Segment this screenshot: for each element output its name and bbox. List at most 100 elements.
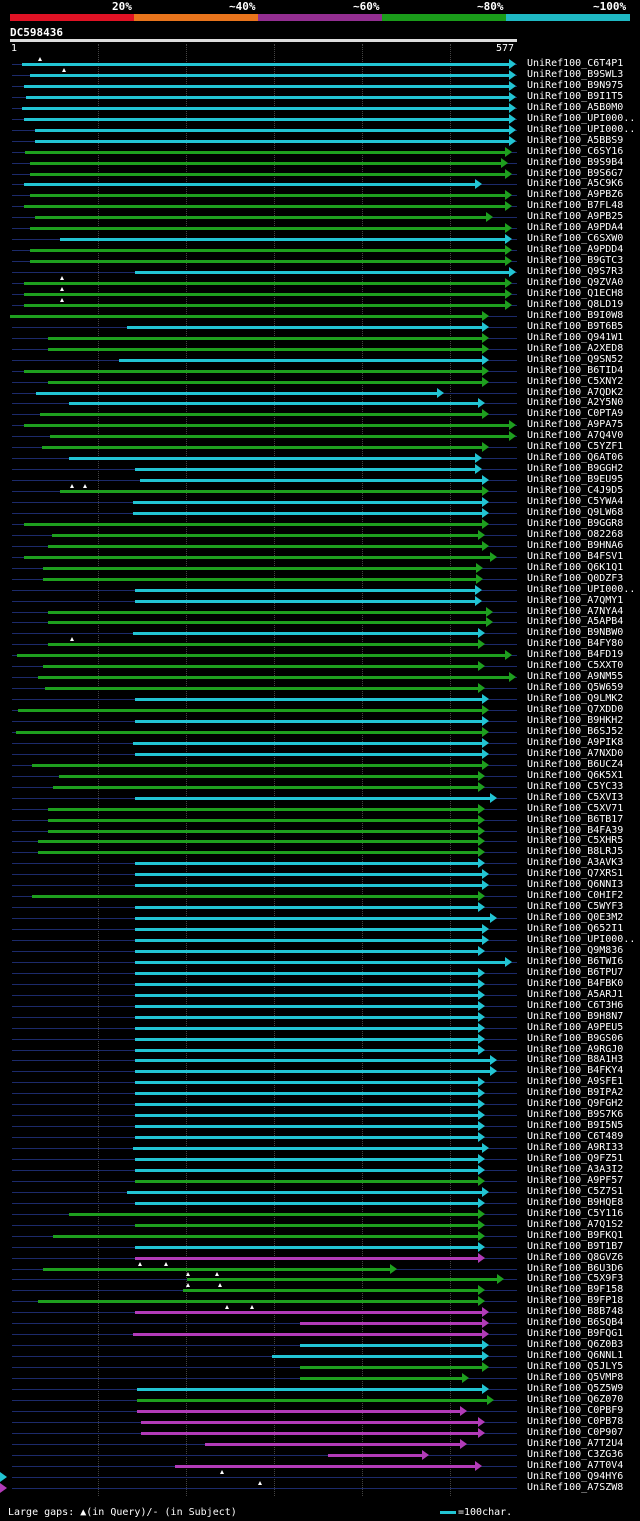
hit-label[interactable]: UniRef100_Q6Z070 <box>527 1394 624 1405</box>
hit-label[interactable]: UniRef100_Q8GVZ6 <box>527 1252 624 1263</box>
hit-label[interactable]: UniRef100_A9RGJ0 <box>527 1044 624 1055</box>
hit-label[interactable]: UniRef100_C5XXT0 <box>527 660 624 671</box>
hit-label[interactable]: UniRef100_A7Q4V0 <box>527 430 624 441</box>
hit-label[interactable]: UniRef100_Q6K1Q1 <box>527 562 624 573</box>
hit-label[interactable]: UniRef100_A9RI33 <box>527 1142 624 1153</box>
hit-bar[interactable] <box>48 337 482 340</box>
hit-label[interactable]: UniRef100_Q9LW68 <box>527 507 624 518</box>
hit-label[interactable]: UniRef100_Q0E3M2 <box>527 912 624 923</box>
hit-label[interactable]: UniRef100_B9T6B5 <box>527 321 624 332</box>
hit-bar[interactable] <box>135 600 475 603</box>
hit-label[interactable]: UniRef100_A7T2U4 <box>527 1438 624 1449</box>
hit-label[interactable]: UniRef100_Q9LMK2 <box>527 693 624 704</box>
hit-label[interactable]: UniRef100_Q6NNI3 <box>527 879 624 890</box>
hit-bar[interactable] <box>26 96 509 99</box>
hit-label[interactable]: UniRef100_A9PDA4 <box>527 222 624 233</box>
hit-bar[interactable] <box>119 359 482 362</box>
hit-label[interactable]: UniRef100_Q9S7R3 <box>527 266 624 277</box>
hit-label[interactable]: UniRef100_A9PA75 <box>527 419 624 430</box>
hit-label[interactable]: UniRef100_C5YC33 <box>527 781 624 792</box>
hit-label[interactable]: UniRef100_Q1ECH8 <box>527 288 624 299</box>
hit-label[interactable]: UniRef100_Q9ZVA0 <box>527 277 624 288</box>
hit-bar[interactable] <box>135 961 505 964</box>
hit-label[interactable]: UniRef100_B9GTC3 <box>527 255 624 266</box>
hit-bar[interactable] <box>300 1322 482 1325</box>
hit-bar[interactable] <box>135 1311 482 1314</box>
hit-bar[interactable] <box>48 611 486 614</box>
hit-bar[interactable] <box>135 1092 478 1095</box>
hit-label[interactable]: UniRef100_B9I5N5 <box>527 1120 624 1131</box>
hit-bar[interactable] <box>272 1355 482 1358</box>
hit-bar[interactable] <box>300 1377 462 1380</box>
hit-bar[interactable] <box>24 424 509 427</box>
hit-label[interactable]: UniRef100_O82268 <box>527 529 624 540</box>
hit-label[interactable]: UniRef100_UPI000.. <box>527 934 636 945</box>
hit-label[interactable]: UniRef100_B6TID4 <box>527 365 624 376</box>
hit-label[interactable]: UniRef100_Q5VMP8 <box>527 1372 624 1383</box>
hit-bar[interactable] <box>187 1278 497 1281</box>
hit-label[interactable]: UniRef100_C5XNY2 <box>527 376 624 387</box>
hit-bar[interactable] <box>135 1005 478 1008</box>
hit-label[interactable]: UniRef100_B9I0W8 <box>527 310 624 321</box>
hit-bar[interactable] <box>140 479 482 482</box>
hit-bar[interactable] <box>69 402 478 405</box>
hit-bar[interactable] <box>175 1465 475 1468</box>
hit-label[interactable]: UniRef100_A5BBS9 <box>527 135 624 146</box>
hit-bar[interactable] <box>35 140 509 143</box>
hit-label[interactable]: UniRef100_B9S6G7 <box>527 168 624 179</box>
hit-bar[interactable] <box>24 304 505 307</box>
hit-label[interactable]: UniRef100_B8LRJ5 <box>527 846 624 857</box>
hit-label[interactable]: UniRef100_Q7XRS1 <box>527 868 624 879</box>
hit-bar[interactable] <box>135 1070 490 1073</box>
hit-label[interactable]: UniRef100_A5APB4 <box>527 616 624 627</box>
hit-bar[interactable] <box>60 490 482 493</box>
hit-bar[interactable] <box>328 1454 422 1457</box>
hit-bar[interactable] <box>135 1169 478 1172</box>
hit-bar[interactable] <box>135 753 482 756</box>
hit-bar[interactable] <box>24 523 482 526</box>
hit-bar[interactable] <box>135 1103 478 1106</box>
hit-label[interactable]: UniRef100_B6UCZ4 <box>527 759 624 770</box>
hit-bar[interactable] <box>38 840 478 843</box>
hit-label[interactable]: UniRef100_A7QDK2 <box>527 387 624 398</box>
hit-bar[interactable] <box>133 742 482 745</box>
hit-label[interactable]: UniRef100_A2Y5N0 <box>527 397 624 408</box>
hit-bar[interactable] <box>135 884 482 887</box>
hit-bar[interactable] <box>135 1125 478 1128</box>
hit-label[interactable]: UniRef100_B8B748 <box>527 1306 624 1317</box>
hit-label[interactable]: UniRef100_B9GGH2 <box>527 463 624 474</box>
hit-bar[interactable] <box>17 654 505 657</box>
hit-label[interactable]: UniRef100_Q5W659 <box>527 682 624 693</box>
hit-bar[interactable] <box>48 621 486 624</box>
hit-label[interactable]: UniRef100_A3AVK3 <box>527 857 624 868</box>
hit-bar[interactable] <box>48 381 482 384</box>
hit-label[interactable]: UniRef100_Q7XDD0 <box>527 704 624 715</box>
hit-bar[interactable] <box>135 1016 478 1019</box>
hit-bar[interactable] <box>25 151 505 154</box>
hit-label[interactable]: UniRef100_Q9SN52 <box>527 354 624 365</box>
hit-bar[interactable] <box>48 545 482 548</box>
hit-label[interactable]: UniRef100_A3A3I2 <box>527 1164 624 1175</box>
hit-bar[interactable] <box>135 928 482 931</box>
hit-bar[interactable] <box>52 534 478 537</box>
hit-label[interactable]: UniRef100_B6TB17 <box>527 814 624 825</box>
hit-label[interactable]: UniRef100_Q94HY6 <box>527 1471 624 1482</box>
hit-bar[interactable] <box>135 271 509 274</box>
hit-label[interactable]: UniRef100_B4FY80 <box>527 638 624 649</box>
hit-bar[interactable] <box>127 1191 482 1194</box>
hit-label[interactable]: UniRef100_Q9M836 <box>527 945 624 956</box>
hit-label[interactable]: UniRef100_B9GS06 <box>527 1033 624 1044</box>
hit-label[interactable]: UniRef100_C5XVI3 <box>527 792 624 803</box>
hit-label[interactable]: UniRef100_A9PEU5 <box>527 1022 624 1033</box>
hit-bar[interactable] <box>133 632 478 635</box>
hit-bar[interactable] <box>22 107 509 110</box>
hit-bar[interactable] <box>69 1213 478 1216</box>
hit-bar[interactable] <box>135 1038 478 1041</box>
hit-bar[interactable] <box>24 85 509 88</box>
hit-label[interactable]: UniRef100_Q5JLY5 <box>527 1361 624 1372</box>
hit-bar[interactable] <box>137 1399 487 1402</box>
hit-bar[interactable] <box>30 249 505 252</box>
hit-label[interactable]: UniRef100_B6SQB4 <box>527 1317 624 1328</box>
hit-bar[interactable] <box>133 1333 482 1336</box>
hit-bar[interactable] <box>24 205 505 208</box>
